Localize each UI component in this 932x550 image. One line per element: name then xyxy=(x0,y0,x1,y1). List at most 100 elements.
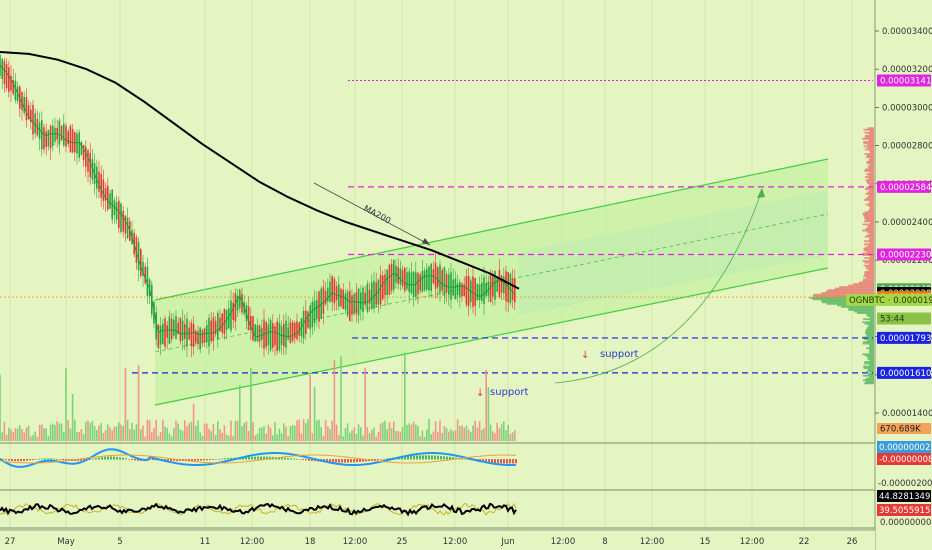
macd-histogram-bar xyxy=(338,459,340,463)
candle-body xyxy=(186,318,188,347)
channel-mid-line[interactable] xyxy=(154,213,829,353)
volume-profile-bar xyxy=(869,345,874,348)
candle-body xyxy=(450,272,452,301)
volume-bar xyxy=(135,424,138,441)
volume-profile-bar xyxy=(839,286,874,288)
candle-body xyxy=(98,171,100,192)
volume-profile-bar xyxy=(862,280,874,282)
volume-bar xyxy=(505,430,507,441)
candle-body xyxy=(221,313,223,333)
volume-profile-bar xyxy=(863,199,874,201)
macd-histogram-bar xyxy=(278,457,280,460)
volume-bar xyxy=(221,432,223,441)
price-tag-label: 0.00001610 xyxy=(880,369,931,379)
candle-body xyxy=(360,292,362,310)
macd-histogram-bar xyxy=(170,459,172,461)
macd-histogram-bar xyxy=(302,459,304,460)
candle-body xyxy=(109,193,111,209)
macd-histogram-bar xyxy=(356,459,358,463)
volume-profile-bar xyxy=(869,237,874,240)
projection-arrow-curve[interactable] xyxy=(554,189,763,384)
candle-body xyxy=(230,300,232,331)
volume-bar xyxy=(67,420,69,441)
time-axis-label: Jun xyxy=(500,537,514,547)
projection-fill xyxy=(519,190,828,315)
volume-bar xyxy=(197,420,199,441)
time-axis-label: 27 xyxy=(5,537,16,547)
volume-bar xyxy=(47,435,50,441)
macd-histogram-bar xyxy=(419,455,421,460)
channel-lower-line[interactable] xyxy=(154,267,829,406)
volume-bar xyxy=(375,436,377,441)
candle-body xyxy=(472,276,474,307)
candle-body xyxy=(324,290,327,305)
horizontal-levels[interactable] xyxy=(0,79,873,374)
candle-body xyxy=(287,327,289,340)
price-tag-label: OGNBTC · 0.00001992 xyxy=(849,296,932,306)
macd-histogram-bar xyxy=(122,457,124,460)
candle-body xyxy=(256,325,259,342)
support-label: support xyxy=(600,349,638,360)
candle-body xyxy=(247,306,250,330)
volume-bar xyxy=(456,419,459,441)
time-axis[interactable]: 27 May 5 11 12:00 18 12:00 25 12:00 Jun 12:00 8 12:0… xyxy=(0,529,875,550)
macd-panel[interactable] xyxy=(0,448,517,468)
volume-bar xyxy=(137,365,140,441)
volume-profile-bar xyxy=(864,272,874,275)
volume-profile-bar xyxy=(862,260,874,262)
macd-histogram-bar xyxy=(443,456,445,460)
candle-body xyxy=(157,324,160,348)
macd-histogram-bar xyxy=(11,459,13,461)
candle-body xyxy=(390,264,393,291)
volume-profile-bar xyxy=(863,145,874,148)
ascending-channel[interactable] xyxy=(154,158,829,406)
candle-body xyxy=(467,275,470,307)
ma200-line[interactable] xyxy=(0,51,520,290)
volume-bar xyxy=(124,367,127,441)
channel-upper-line[interactable] xyxy=(154,158,829,301)
candle-body xyxy=(353,294,355,314)
volume-bar xyxy=(80,429,83,441)
macd-histogram-bar xyxy=(44,458,46,460)
volume-profile-bar xyxy=(869,171,874,174)
volume-profile-bar xyxy=(868,202,874,204)
macd-histogram-bar xyxy=(62,459,64,461)
rsi-tag xyxy=(877,504,931,516)
volume-bar xyxy=(503,421,505,441)
candle-body xyxy=(203,328,206,343)
candle-body xyxy=(329,281,331,302)
volume-profile-bar xyxy=(869,344,874,347)
candle-body xyxy=(399,268,402,285)
volume-bar xyxy=(256,433,259,441)
macd-histogram-bar xyxy=(350,459,352,463)
macd-histogram-bar xyxy=(413,455,415,460)
candle-body xyxy=(333,279,336,304)
candle-body xyxy=(346,291,349,316)
price-axis-label: 0.00002200 xyxy=(882,256,932,266)
rsi-tag-label: 44.82813492 xyxy=(879,492,932,502)
candle-body xyxy=(412,271,415,297)
volume-profile-bar xyxy=(867,147,874,149)
volume-bar xyxy=(109,427,111,441)
candle-body xyxy=(331,276,333,302)
candle-body xyxy=(311,301,314,328)
support-annotation-1[interactable]: ↓ support xyxy=(581,349,638,361)
macd-histogram-bar xyxy=(254,456,256,460)
volume-bar xyxy=(419,436,421,441)
macd-tag xyxy=(877,453,931,465)
volume-bar xyxy=(302,419,305,441)
candle-body xyxy=(239,289,241,308)
candle-body xyxy=(406,272,408,289)
volume-bar xyxy=(104,430,107,441)
volume-profile-bar xyxy=(866,267,874,270)
candle-body xyxy=(177,322,179,335)
rsi-tag-label: 39.50559158 xyxy=(879,506,932,516)
rsi-axis-label: 0.00000000 xyxy=(880,518,931,528)
rsi-panel[interactable] xyxy=(0,502,517,517)
support-annotation-2[interactable]: ↓ support xyxy=(476,387,528,399)
volume-bar xyxy=(366,427,369,441)
volume-bar xyxy=(71,394,74,441)
macd-histogram-bar xyxy=(377,459,379,461)
candle-body xyxy=(10,75,12,91)
